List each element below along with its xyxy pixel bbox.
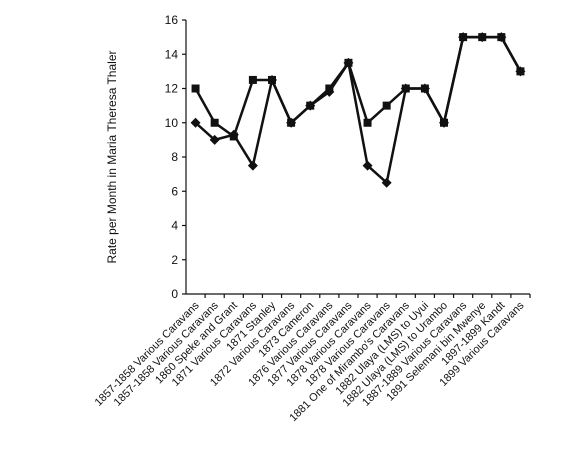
diamond-marker: [400, 83, 411, 94]
diamond-marker: [362, 160, 373, 171]
diamond-marker: [286, 117, 297, 128]
y-tick-label: 14: [165, 47, 179, 61]
y-axis-label: Rate per Month in Maria Theresa Thaler: [105, 51, 119, 264]
square-marker: [382, 101, 391, 110]
diamond-marker: [247, 160, 258, 171]
y-tick-label: 2: [171, 253, 178, 267]
y-tick-label: 6: [171, 184, 178, 198]
diamond-marker: [343, 57, 354, 68]
square-marker: [248, 75, 257, 84]
y-tick-label: 10: [165, 116, 179, 130]
diamond-marker: [381, 177, 392, 188]
diamond-marker: [324, 86, 335, 97]
diamond-marker: [439, 117, 449, 128]
diamond-marker: [267, 74, 277, 85]
series-line: [194, 35, 522, 186]
diamond-marker: [458, 32, 469, 43]
diamond-marker: [228, 129, 239, 140]
square-marker: [191, 84, 200, 93]
series-line: [194, 35, 522, 139]
diamond-marker: [305, 100, 316, 111]
diamond-marker: [496, 32, 507, 43]
diamond-marker: [477, 32, 488, 43]
diamond-marker: [515, 66, 526, 77]
diamond-marker: [209, 134, 220, 145]
y-tick-label: 8: [171, 150, 178, 164]
y-tick-label: 16: [165, 13, 179, 27]
y-tick-label: 12: [165, 82, 179, 96]
y-tick-label: 0: [171, 287, 178, 301]
square-marker: [363, 118, 372, 127]
square-marker: [210, 118, 219, 127]
diamond-marker: [190, 117, 201, 128]
diamond-marker: [419, 83, 430, 94]
y-tick-label: 4: [171, 219, 178, 233]
